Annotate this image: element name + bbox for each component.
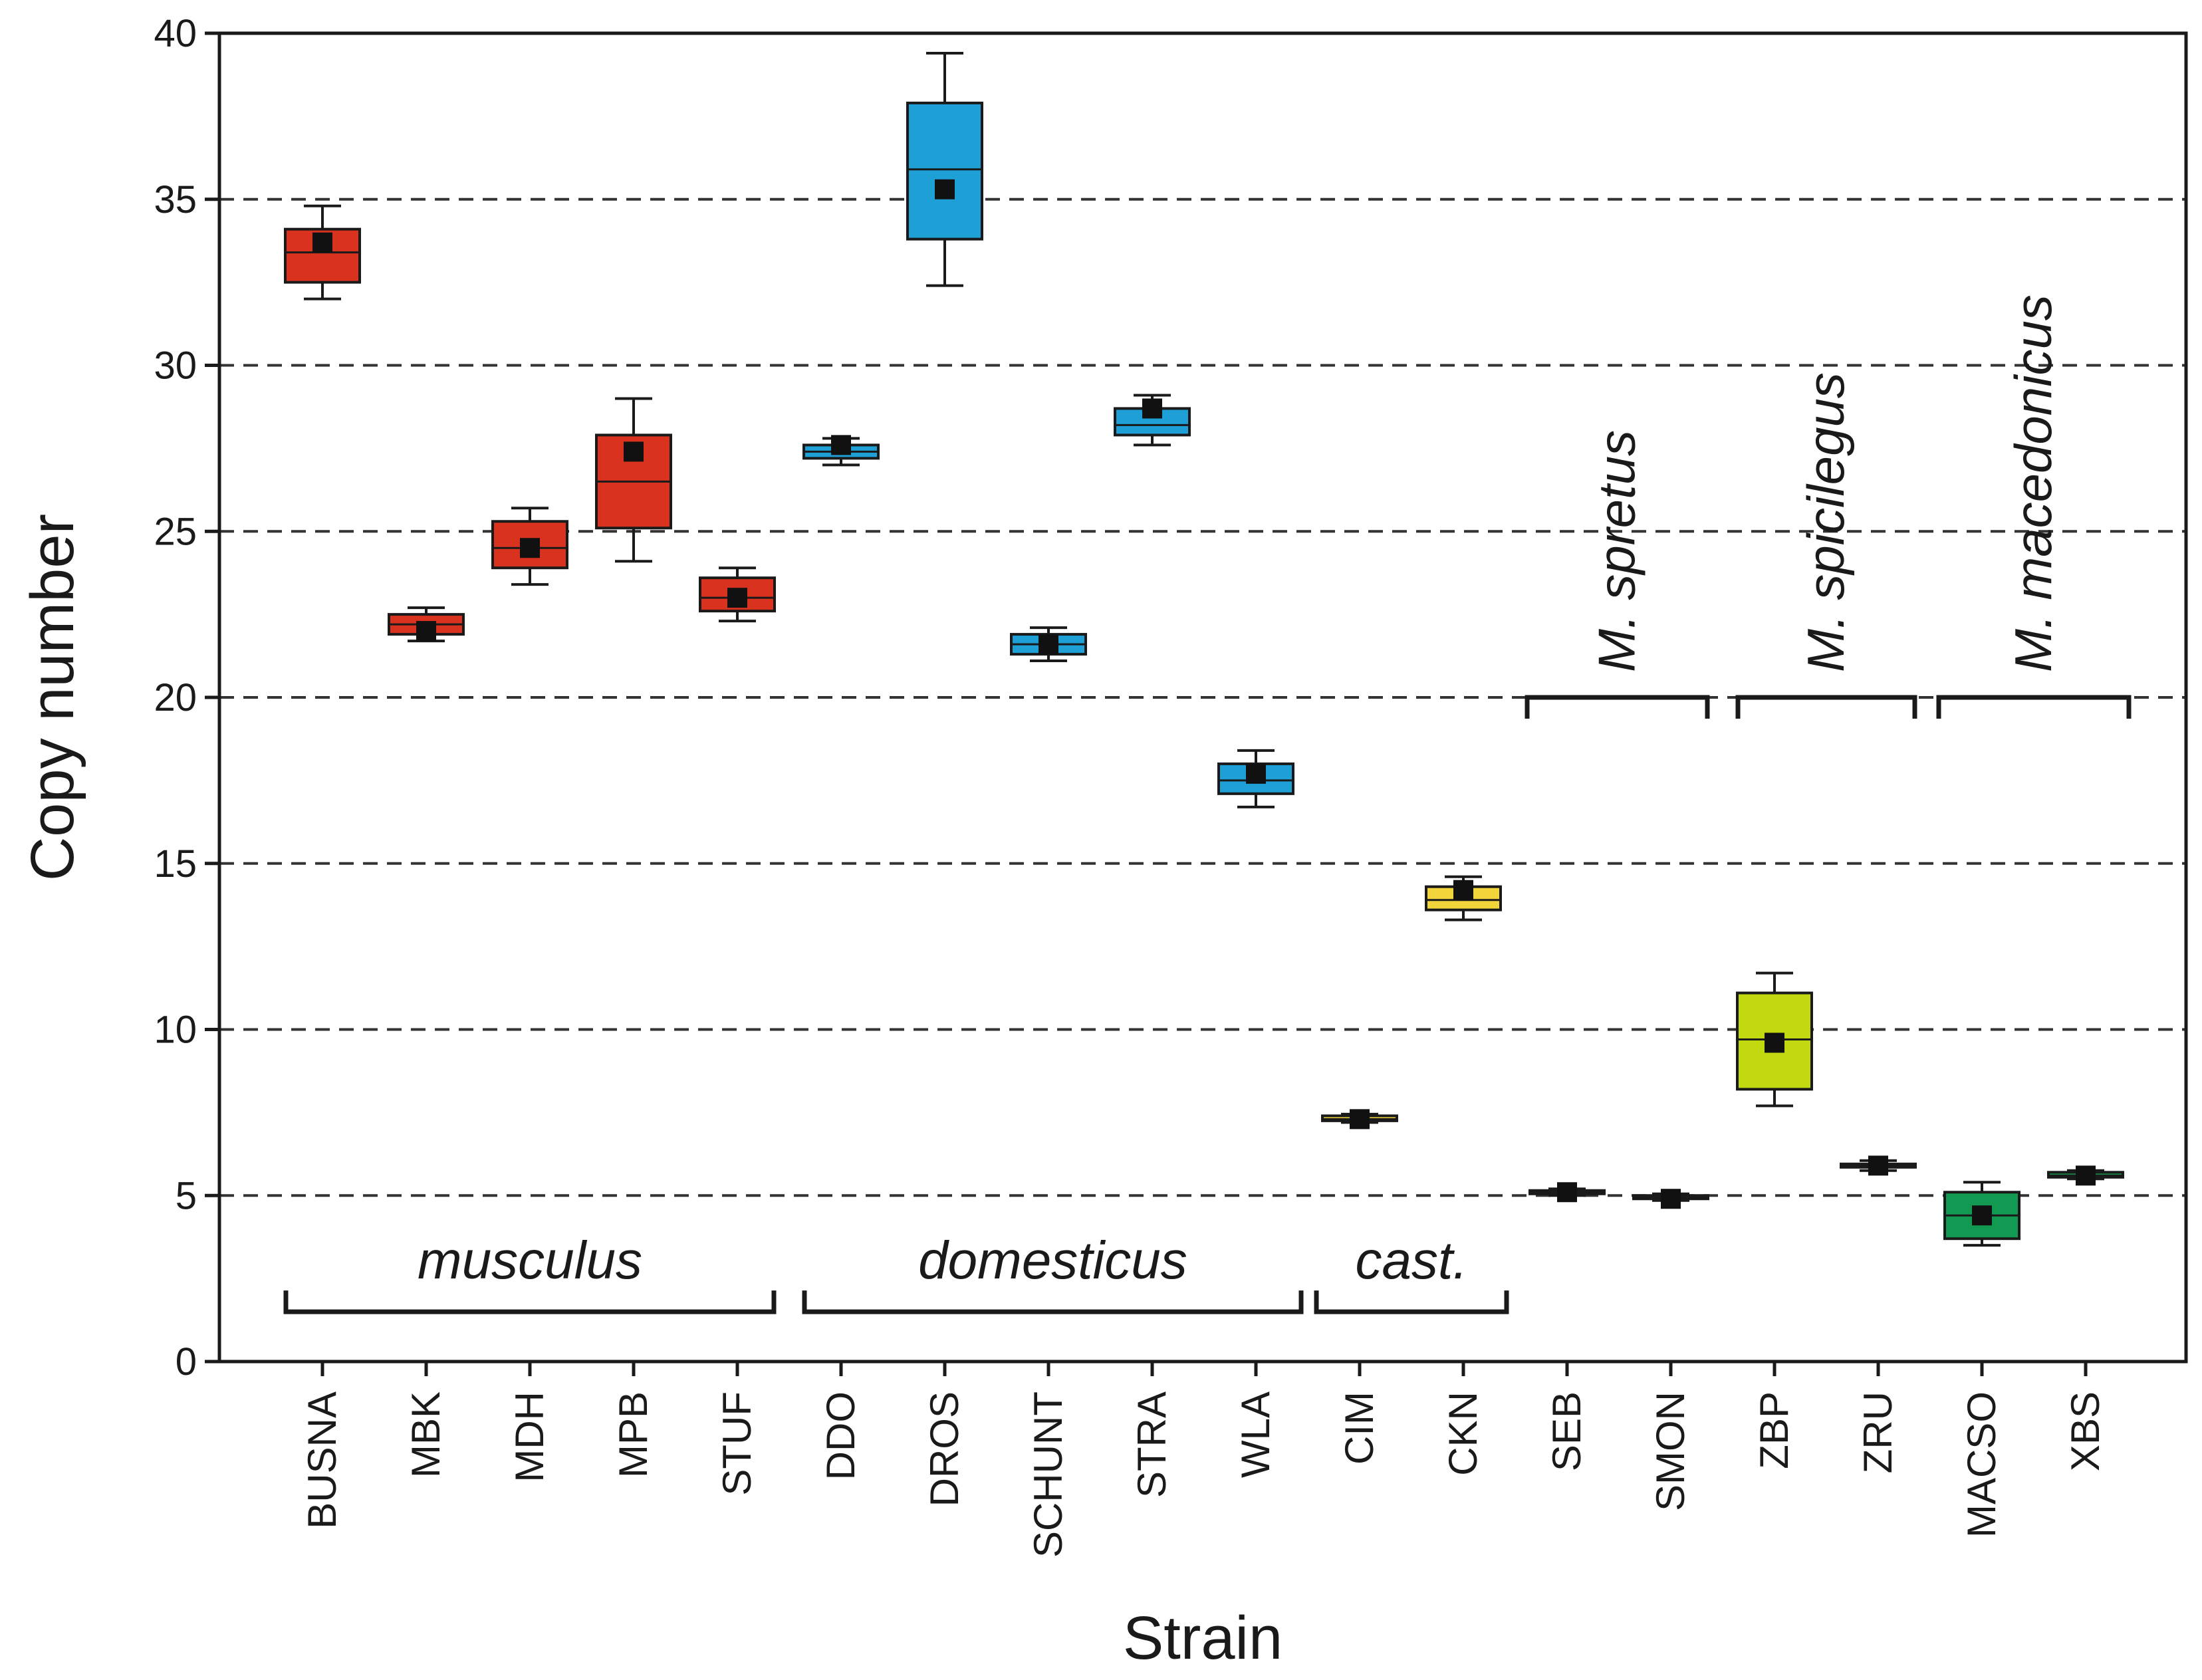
box-schunt xyxy=(1010,626,1087,663)
x-axis-category-labels: BUSNA MBK MDH MPB STUF DDO DROS SCHUNT STRA WLA CI… xyxy=(300,1362,2108,1558)
y-axis-ticks: 0 5 10 15 20 25 30 35 40 xyxy=(154,12,219,1383)
box-ckn xyxy=(1425,875,1502,921)
x-label-zbp: ZBP xyxy=(1752,1391,1796,1469)
box-series xyxy=(284,51,2124,1247)
plot-frame xyxy=(217,31,2188,1364)
bracket-line xyxy=(1936,695,2132,719)
bracket-line xyxy=(283,1290,777,1314)
y-tick-label-5: 5 xyxy=(176,1174,197,1217)
mean-marker xyxy=(1246,763,1266,784)
x-label-mdh: MDH xyxy=(507,1391,552,1483)
box-mbk xyxy=(388,606,465,643)
mean-marker xyxy=(312,232,332,253)
group-brackets: musculus domesticus cast. M. spretus M. spic… xyxy=(283,295,2132,1314)
mean-marker xyxy=(1039,634,1058,655)
mean-marker xyxy=(1142,398,1162,419)
y-tick-label-40: 40 xyxy=(154,12,197,55)
y-tick-label-30: 30 xyxy=(154,344,197,388)
x-label-stuf: STUF xyxy=(715,1391,759,1496)
y-tick-label-10: 10 xyxy=(154,1009,197,1052)
mean-marker xyxy=(1661,1189,1681,1209)
group-bracket-castaneus: cast. xyxy=(1314,1231,1509,1314)
group-label-spretus: M. spretus xyxy=(1588,430,1646,672)
x-label-mbk: MBK xyxy=(404,1391,448,1478)
box-zbp xyxy=(1736,971,1813,1108)
group-label-castaneus: cast. xyxy=(1356,1231,1468,1290)
box-mpb xyxy=(595,397,672,563)
box-busna xyxy=(284,204,361,300)
y-tick-label-25: 25 xyxy=(154,510,197,553)
x-label-xbs: XBS xyxy=(2063,1391,2108,1471)
mean-marker xyxy=(1350,1109,1370,1130)
box-mdh xyxy=(491,507,568,586)
box-ddo xyxy=(802,435,880,467)
x-label-dros: DROS xyxy=(922,1391,967,1506)
group-bracket-domesticus: domesticus xyxy=(802,1231,1304,1314)
mean-marker xyxy=(1868,1155,1888,1176)
bracket-line xyxy=(1735,695,1917,719)
x-label-wla: WLA xyxy=(1233,1391,1278,1478)
y-tick-label-15: 15 xyxy=(154,842,197,886)
group-label-macedonicus: M. macedonicus xyxy=(2004,295,2062,672)
box-zru xyxy=(1840,1155,1917,1176)
group-label-spicilegus: M. spicilegus xyxy=(1796,372,1855,672)
y-tick-label-35: 35 xyxy=(154,178,197,221)
group-bracket-macedonicus: M. macedonicus xyxy=(1936,295,2132,719)
y-tick-label-0: 0 xyxy=(176,1340,197,1383)
mean-marker xyxy=(1557,1182,1577,1203)
group-label-musculus: musculus xyxy=(418,1231,642,1290)
bracket-line xyxy=(1525,695,1710,719)
x-label-mpb: MPB xyxy=(611,1391,656,1478)
mean-marker xyxy=(1972,1205,1992,1226)
y-axis-title: Copy number xyxy=(19,514,86,881)
box-seb xyxy=(1529,1182,1606,1203)
box-macso xyxy=(1943,1181,2020,1247)
group-label-domesticus: domesticus xyxy=(918,1231,1187,1290)
bracket-line xyxy=(1314,1290,1509,1314)
box-cim xyxy=(1321,1109,1398,1130)
mean-marker xyxy=(624,441,644,462)
x-label-cim: CIM xyxy=(1337,1391,1382,1465)
group-bracket-spretus: M. spretus xyxy=(1525,430,1710,719)
x-axis-title: Strain xyxy=(1123,1604,1283,1672)
x-label-schunt: SCHUNT xyxy=(1026,1391,1070,1558)
mean-marker xyxy=(2076,1165,2096,1186)
mean-marker xyxy=(935,179,955,199)
box-xbs xyxy=(2047,1165,2124,1186)
mean-marker xyxy=(1765,1032,1784,1053)
mean-marker xyxy=(831,435,851,455)
x-label-smon: SMON xyxy=(1648,1391,1693,1511)
mean-marker xyxy=(1453,880,1473,900)
x-label-stra: STRA xyxy=(1130,1391,1174,1498)
mean-marker xyxy=(520,538,540,558)
box-dros xyxy=(906,51,983,287)
group-bracket-spicilegus: M. spicilegus xyxy=(1735,372,1917,719)
x-label-macso: MACSO xyxy=(1959,1391,2004,1538)
box-stuf xyxy=(699,566,776,623)
y-tick-label-20: 20 xyxy=(154,676,197,719)
group-bracket-musculus: musculus xyxy=(283,1231,777,1314)
box-smon xyxy=(1632,1189,1709,1209)
x-label-ckn: CKN xyxy=(1441,1391,1485,1476)
x-label-seb: SEB xyxy=(1544,1391,1589,1471)
x-label-ddo: DDO xyxy=(818,1391,863,1480)
box-wla xyxy=(1217,749,1294,808)
box-iqr xyxy=(906,101,983,241)
x-label-busna: BUSNA xyxy=(300,1391,344,1529)
mean-marker xyxy=(416,621,436,642)
bracket-line xyxy=(802,1290,1304,1314)
mean-marker xyxy=(727,588,747,608)
x-label-zru: ZRU xyxy=(1856,1391,1900,1473)
box-stra xyxy=(1114,394,1191,447)
